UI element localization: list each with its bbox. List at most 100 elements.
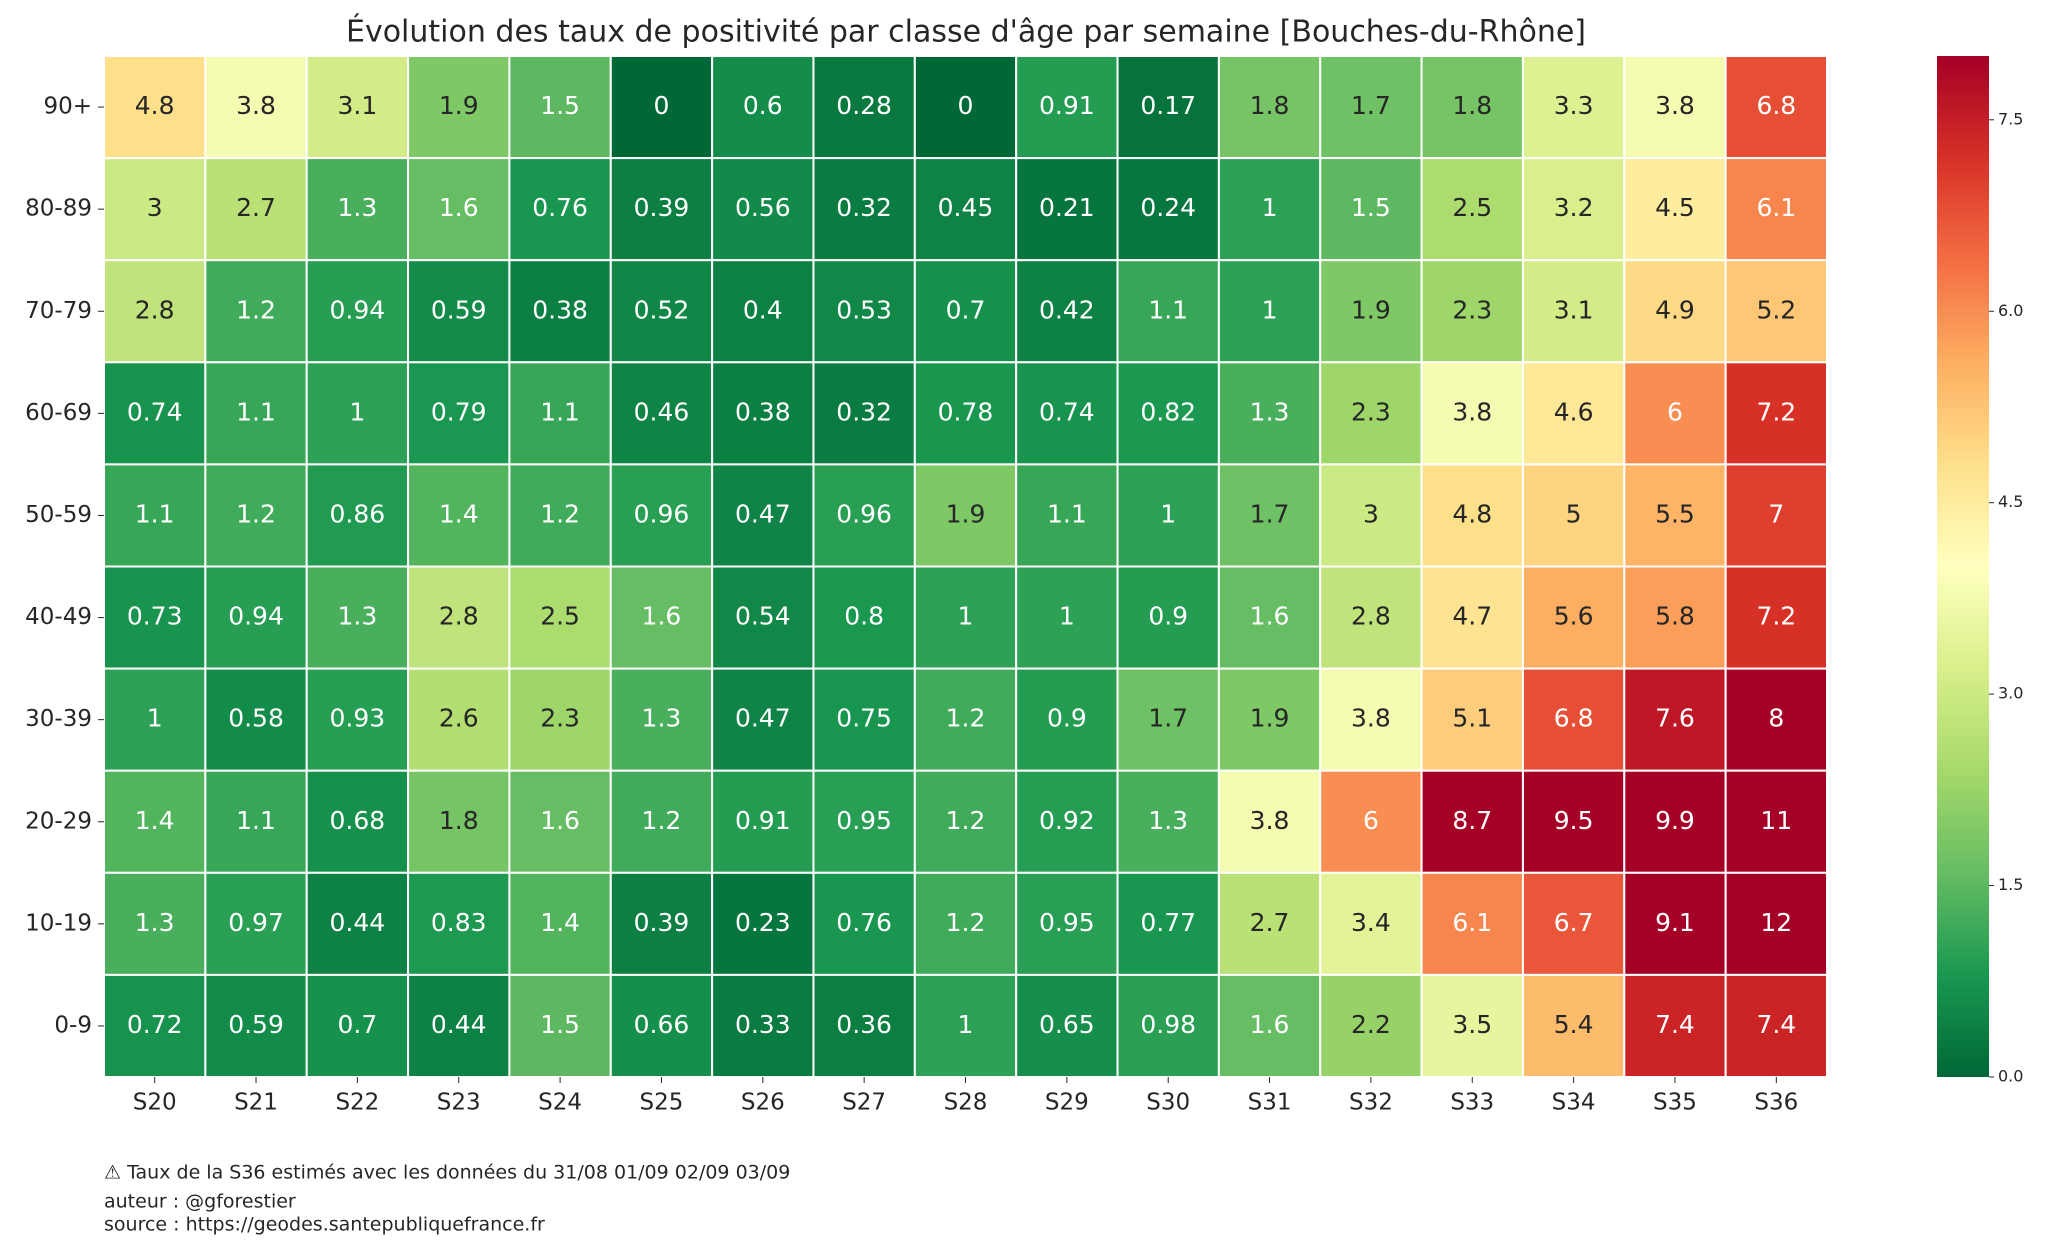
cell-label: 4.8 bbox=[1452, 499, 1492, 528]
heatmap-cell bbox=[1015, 667, 1119, 772]
cell-label: 8.7 bbox=[1452, 806, 1492, 835]
cell-label: 2.3 bbox=[1351, 397, 1391, 426]
cell-label: 1.8 bbox=[439, 806, 479, 835]
cell-label: 5.6 bbox=[1554, 602, 1594, 631]
heatmap-cell bbox=[204, 157, 308, 262]
heatmap-cell bbox=[305, 871, 410, 976]
cell-label: 3 bbox=[1363, 499, 1379, 528]
heatmap-cell bbox=[812, 361, 916, 466]
cell-label: 5.1 bbox=[1452, 704, 1492, 733]
heatmap-cell bbox=[407, 973, 511, 1079]
cell-label: 3.8 bbox=[1655, 91, 1695, 120]
heatmap-cell bbox=[1319, 769, 1423, 874]
y-tick-label: 70-79 bbox=[25, 298, 92, 324]
heatmap-cell bbox=[711, 871, 815, 976]
heatmap-cell bbox=[711, 769, 815, 874]
cell-label: 5.4 bbox=[1554, 1010, 1594, 1039]
y-tick-label: 50-59 bbox=[25, 502, 92, 528]
x-tick-label: S33 bbox=[1450, 1090, 1494, 1116]
cell-label: 0.95 bbox=[836, 806, 892, 835]
heatmap-cell bbox=[204, 973, 308, 1079]
y-tick-label: 40-49 bbox=[25, 604, 92, 630]
cell-label: 0.8 bbox=[844, 602, 884, 631]
cell-label: 6.1 bbox=[1452, 908, 1492, 937]
x-tick-label: S35 bbox=[1653, 1090, 1697, 1116]
cell-label: 0.66 bbox=[634, 1010, 690, 1039]
cell-label: 6.8 bbox=[1756, 91, 1796, 120]
heatmap-cell bbox=[913, 259, 1018, 364]
x-tick-label: S32 bbox=[1349, 1090, 1393, 1116]
heatmap-cell bbox=[1116, 871, 1220, 976]
heatmap-cell bbox=[1724, 667, 1829, 772]
heatmap-cell bbox=[508, 769, 612, 874]
heatmap-cell bbox=[204, 565, 308, 670]
cell-label: 0.28 bbox=[836, 91, 892, 120]
y-tick-label: 80-89 bbox=[25, 196, 92, 222]
y-tick-label: 30-39 bbox=[25, 706, 92, 732]
cell-label: 0.74 bbox=[1039, 397, 1095, 426]
heatmap-cell bbox=[913, 463, 1018, 568]
cell-label: 1.2 bbox=[946, 704, 986, 733]
heatmap-cell bbox=[1521, 973, 1626, 1079]
heatmap-cell bbox=[609, 565, 714, 670]
heatmap-cell bbox=[1319, 361, 1423, 466]
heatmap-cell bbox=[913, 769, 1018, 874]
x-tick-label: S28 bbox=[944, 1090, 988, 1116]
heatmap-cell bbox=[1319, 667, 1423, 772]
heatmap-cell bbox=[1420, 667, 1524, 772]
footnote: auteur : @gforestier bbox=[104, 1191, 296, 1213]
cell-label: 0.59 bbox=[431, 295, 487, 324]
cell-label: 0.44 bbox=[431, 1010, 487, 1039]
cell-label: 1.6 bbox=[642, 602, 682, 631]
cell-label: 1.5 bbox=[1351, 193, 1391, 222]
cell-label: 1.6 bbox=[1250, 1010, 1290, 1039]
cell-label: 2.8 bbox=[439, 602, 479, 631]
cell-label: 2.5 bbox=[1452, 193, 1492, 222]
cell-label: 0.6 bbox=[743, 91, 783, 120]
cell-label: 0.44 bbox=[330, 908, 386, 937]
heatmap-cell bbox=[711, 973, 815, 1079]
heatmap-cell bbox=[1521, 259, 1626, 364]
cell-label: 4.8 bbox=[135, 91, 175, 120]
cell-label: 7.6 bbox=[1655, 704, 1695, 733]
heatmap-cell bbox=[1217, 565, 1322, 670]
cell-label: 0.74 bbox=[127, 397, 183, 426]
heatmap-cell bbox=[1623, 769, 1727, 874]
heatmap-cell bbox=[103, 769, 207, 874]
cell-label: 2.5 bbox=[540, 602, 580, 631]
heatmap-cell bbox=[407, 463, 511, 568]
x-tick-label: S30 bbox=[1146, 1090, 1190, 1116]
cell-label: 1.3 bbox=[337, 602, 377, 631]
heatmap-cell bbox=[1420, 871, 1524, 976]
cell-label: 1.8 bbox=[1250, 91, 1290, 120]
heatmap-cell bbox=[1116, 565, 1220, 670]
heatmap-cell bbox=[508, 667, 612, 772]
x-tick-label: S20 bbox=[133, 1090, 177, 1116]
cell-label: 1.3 bbox=[1250, 397, 1290, 426]
x-tick-label: S36 bbox=[1754, 1090, 1798, 1116]
cell-label: 0.76 bbox=[532, 193, 588, 222]
cell-label: 2.3 bbox=[1452, 295, 1492, 324]
heatmap-cell bbox=[305, 361, 410, 466]
cell-label: 3.8 bbox=[1351, 704, 1391, 733]
cell-label: 5.5 bbox=[1655, 499, 1695, 528]
heatmap-cell bbox=[1319, 259, 1423, 364]
cell-label: 0.7 bbox=[946, 295, 986, 324]
colorbar-tick-label: 7.5 bbox=[1998, 109, 2023, 128]
cell-label: 1.2 bbox=[236, 295, 276, 324]
cell-label: 1 bbox=[1059, 602, 1075, 631]
cell-label: 2.2 bbox=[1351, 1010, 1391, 1039]
cell-label: 9.1 bbox=[1655, 908, 1695, 937]
heatmap-cell bbox=[1623, 361, 1727, 466]
cell-label: 0.39 bbox=[634, 908, 690, 937]
cell-label: 0.32 bbox=[836, 397, 892, 426]
cell-label: 0.7 bbox=[337, 1010, 377, 1039]
cell-label: 0.9 bbox=[1047, 704, 1087, 733]
cell-label: 1.1 bbox=[236, 806, 276, 835]
cell-label: 1.7 bbox=[1351, 91, 1391, 120]
cell-label: 0.98 bbox=[1140, 1010, 1196, 1039]
cell-label: 1.4 bbox=[135, 806, 175, 835]
heatmap-cell bbox=[305, 157, 410, 262]
x-tick-label: S27 bbox=[842, 1090, 886, 1116]
